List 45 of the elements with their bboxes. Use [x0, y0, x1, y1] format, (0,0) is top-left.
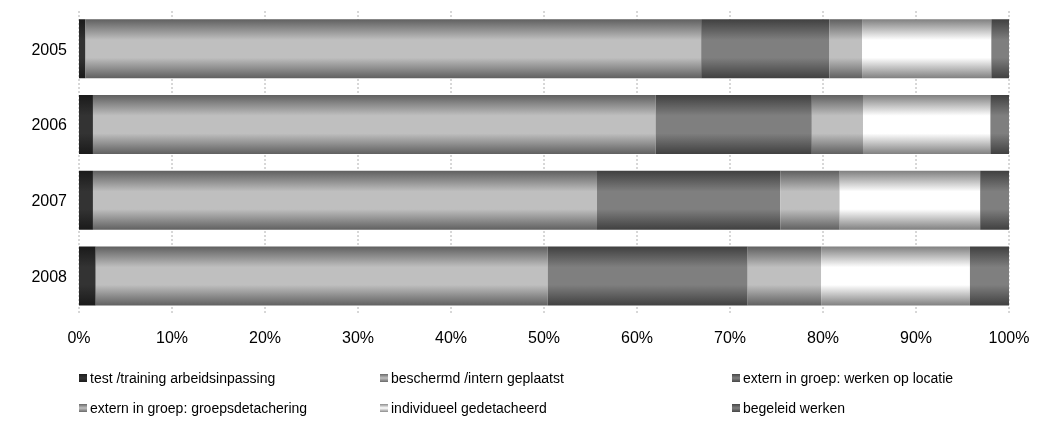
legend-label: beschermd /intern geplaatst — [391, 370, 564, 386]
bar — [95, 246, 548, 306]
bar — [990, 95, 1009, 155]
bar — [547, 246, 748, 306]
bar — [991, 19, 1009, 79]
bar — [839, 170, 981, 230]
y-tick-label: 2008 — [31, 267, 68, 285]
x-tick-label: 70% — [713, 329, 747, 347]
bar — [79, 170, 93, 230]
y-tick-label: 2006 — [31, 116, 68, 134]
y-tick-label: 2007 — [31, 192, 68, 210]
bar — [92, 95, 656, 155]
bar — [780, 170, 840, 230]
y-tick-label: 2005 — [31, 40, 68, 58]
bar — [92, 170, 598, 230]
x-tick-label: 20% — [248, 329, 282, 347]
x-tick-label: 80% — [806, 329, 840, 347]
bar — [597, 170, 781, 230]
x-tick-label: 0% — [67, 329, 91, 347]
bar — [79, 19, 86, 79]
bar — [79, 95, 93, 155]
legend-label: extern in groep: werken op locatie — [743, 370, 954, 386]
bar — [79, 246, 96, 306]
x-tick-label: 60% — [620, 329, 654, 347]
bar — [829, 19, 863, 79]
x-tick-label: 90% — [899, 329, 933, 347]
legend-label: extern in groep: groepsdetachering — [90, 400, 308, 416]
x-tick-label: 30% — [341, 329, 375, 347]
legend-label: begeleid werken — [743, 400, 845, 416]
bar — [655, 95, 812, 155]
legend-label: test /training arbeidsinpassing — [90, 370, 276, 386]
bar — [862, 95, 991, 155]
bar — [85, 19, 702, 79]
x-tick-label: 40% — [434, 329, 468, 347]
x-tick-label: 50% — [527, 329, 561, 347]
x-tick-label: 100% — [988, 329, 1030, 347]
bar — [747, 246, 822, 306]
x-tick-label: 10% — [155, 329, 189, 347]
legend-label: individueel gedetacheerd — [391, 400, 547, 416]
bar — [821, 246, 970, 306]
bar — [811, 95, 863, 155]
bar — [980, 170, 1009, 230]
bar — [862, 19, 992, 79]
bar — [701, 19, 830, 79]
bar — [969, 246, 1009, 306]
